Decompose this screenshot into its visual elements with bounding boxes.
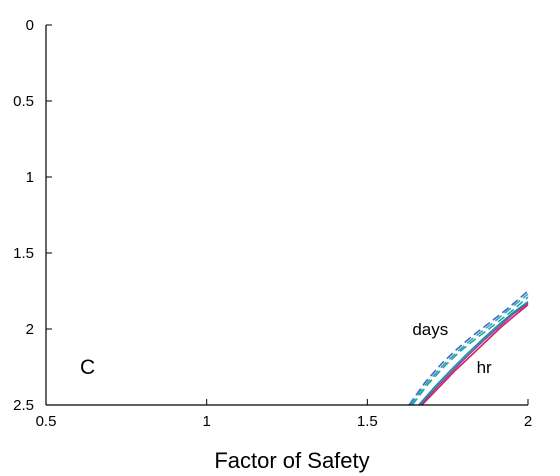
y-ticks: 0 0.5 1 1.5 2 2.5 [13,17,52,414]
series-layer [408,290,529,406]
y-tick-label: 1 [26,169,34,186]
dashed-series-line-4 [411,296,529,406]
annotation-hr: hr [477,358,492,377]
dashed-series-line-5 [410,293,529,406]
y-tick-label: 2 [26,321,34,338]
x-tick-label: 1 [202,413,210,430]
annotation-days: days [412,320,448,339]
x-tick-label: 1.5 [357,413,378,430]
y-tick-label: 2.5 [13,397,34,414]
dashed-series-line-3 [408,290,529,406]
solid-series-line-1 [419,302,529,406]
solid-series-line-0 [421,304,529,406]
y-tick-label: 1.5 [13,245,34,262]
x-axis-title: Factor of Safety [214,448,369,473]
y-tick-label: 0 [26,17,34,34]
panel-label: C [80,356,95,379]
x-tick-label: 0.5 [36,413,57,430]
solid-series-line-2 [418,300,529,406]
y-tick-label: 0.5 [13,93,34,110]
annotations: days hr [412,320,492,377]
x-tick-label: 2 [524,413,532,430]
x-ticks: 0.5 1 1.5 2 [36,399,532,430]
